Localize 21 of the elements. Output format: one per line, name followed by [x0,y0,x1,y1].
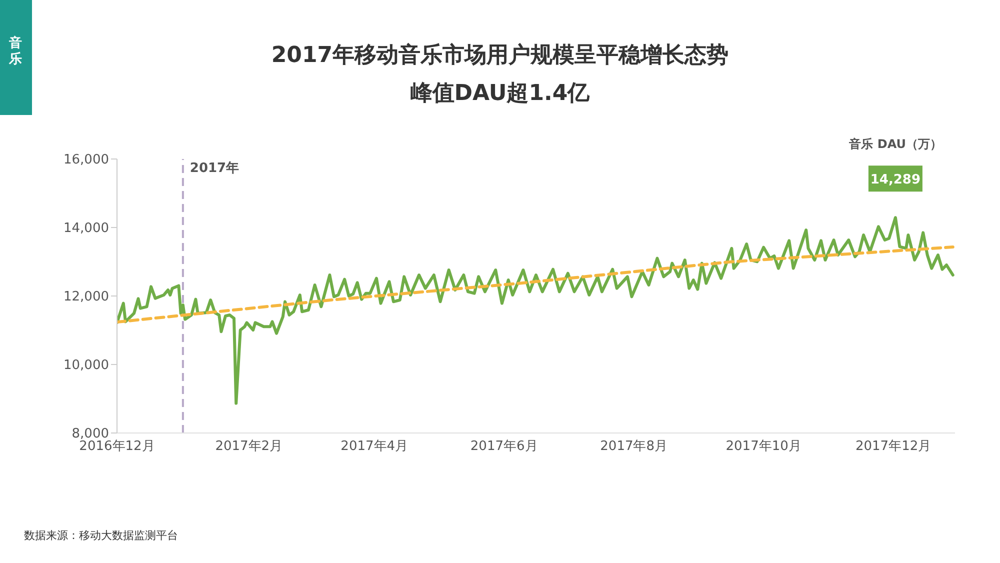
annotation: 14,289 [870,172,921,188]
x-tick-label: 2017年2月 [215,439,283,454]
y-axis-title: 音乐 DAU（万） [849,136,942,153]
source-note: 数据来源：移动大数据监测平台 [24,528,178,543]
x-tick-label: 2016年12月 [79,439,155,454]
chart-subtitle: 峰值DAU超1.4亿 [409,80,591,108]
x-tick-label: 2017年8月 [600,439,668,454]
ref-line-label: 2017年 [190,161,240,176]
line-series [117,246,954,324]
x-tick-label: 2017年6月 [470,439,538,454]
y-tick-label: 12,000 [64,290,109,305]
y-tick-label: 14,000 [64,221,109,236]
y-tick-label: 16,000 [64,152,109,168]
x-tick-label: 2017年12月 [856,439,932,454]
chart-title: 2017年移动音乐市场用户规模呈平稳增长态势 [271,43,729,68]
x-tick-label: 2017年4月 [340,439,408,454]
line-series [117,216,954,405]
y-tick-label: 8,000 [72,426,109,442]
x-tick-label: 2017年10月 [726,439,802,454]
text: 音乐 [9,36,23,68]
y-tick-label: 10,000 [64,358,109,374]
